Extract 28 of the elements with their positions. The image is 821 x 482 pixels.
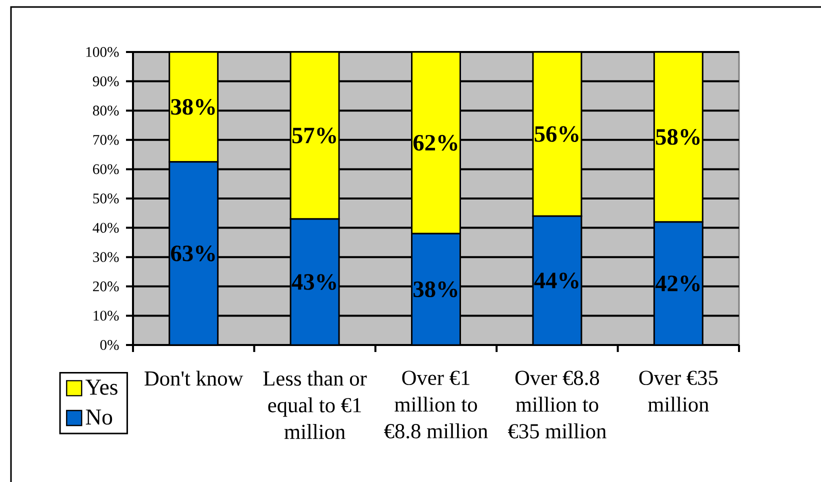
y-tick-label: 90% <box>92 76 119 86</box>
y-tick-label: 80% <box>92 106 119 116</box>
y-tick-label: 10% <box>94 310 119 321</box>
data-label: 56% <box>534 126 578 142</box>
y-tick-label: 100% <box>86 47 119 57</box>
y-tick-label: 40% <box>92 222 119 233</box>
y-tick-label: 60% <box>93 164 119 174</box>
data-label: 38% <box>171 99 215 115</box>
y-tick-label: 20% <box>93 281 119 292</box>
data-label: 38% <box>414 281 458 298</box>
y-tick-label: 30% <box>93 252 119 262</box>
data-label: 42% <box>655 276 700 292</box>
x-tick-label: Over €8.8 million to €35 million <box>508 370 606 438</box>
data-label: 62% <box>413 134 458 151</box>
legend-label: Yes <box>85 380 118 395</box>
x-tick-label: Don't know <box>144 370 244 386</box>
x-tick-label: Over €1 million to €8.8 million <box>384 370 488 438</box>
y-tick-label: 0% <box>100 340 119 350</box>
y-tick-label: 70% <box>93 134 119 145</box>
x-tick-label: Less than or equal to €1 million <box>263 370 367 440</box>
x-tick-label: Over €35 million <box>639 370 718 412</box>
data-label: 43% <box>292 274 336 290</box>
data-label: 58% <box>656 129 700 145</box>
y-tick-label: 50% <box>93 194 119 204</box>
data-label: 44% <box>534 272 578 288</box>
legend-label: No <box>86 410 112 425</box>
data-label: 63% <box>171 246 215 262</box>
data-label: 57% <box>292 128 336 144</box>
